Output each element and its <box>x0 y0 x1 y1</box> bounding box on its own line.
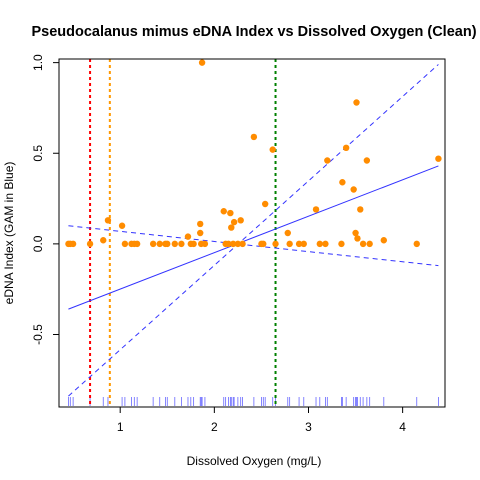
data-point-57 <box>360 241 366 247</box>
data-point-7 <box>122 241 128 247</box>
data-point-14 <box>164 241 170 247</box>
plot-frame <box>59 59 445 407</box>
x-tick-label-2: 3 <box>305 420 312 434</box>
data-point-34 <box>239 241 245 247</box>
data-point-4 <box>100 237 106 243</box>
data-point-39 <box>270 146 276 152</box>
data-point-11 <box>150 241 156 247</box>
data-point-25 <box>221 208 227 214</box>
data-point-41 <box>285 230 291 236</box>
data-point-42 <box>286 241 292 247</box>
data-point-12 <box>157 241 163 247</box>
data-point-31 <box>231 219 237 225</box>
y-tick-label-1: 0.0 <box>31 235 45 252</box>
y-tick-label-3: 1.0 <box>31 54 45 71</box>
data-point-55 <box>354 235 360 241</box>
data-point-51 <box>343 145 349 151</box>
data-point-62 <box>435 155 441 161</box>
x-tick-label-1: 2 <box>211 420 218 434</box>
data-point-19 <box>190 241 196 247</box>
data-point-52 <box>350 186 356 192</box>
data-point-28 <box>227 210 233 216</box>
y-axis: -0.5 0.0 0.5 1.0 <box>31 54 59 345</box>
data-point-21 <box>197 221 203 227</box>
x-tick-label-3: 4 <box>399 420 406 434</box>
data-point-54 <box>353 99 359 105</box>
data-point-24 <box>202 241 208 247</box>
data-point-2 <box>70 241 76 247</box>
data-point-10 <box>134 241 140 247</box>
data-point-20 <box>197 230 203 236</box>
data-point-46 <box>317 241 323 247</box>
data-point-50 <box>339 179 345 185</box>
data-point-61 <box>414 241 420 247</box>
data-point-6 <box>119 223 125 229</box>
x-axis-label: Dissolved Oxygen (mg/L) <box>187 454 322 468</box>
ci-lower-line <box>68 64 438 396</box>
y-tick-label-0: -0.5 <box>31 324 45 345</box>
data-point-38 <box>262 201 268 207</box>
data-point-49 <box>338 241 344 247</box>
data-point-33 <box>238 217 244 223</box>
data-point-35 <box>251 134 257 140</box>
chart-title: Pseudocalanus mimus eDNA Index vs Dissol… <box>31 24 476 40</box>
data-point-48 <box>324 157 330 163</box>
data-point-47 <box>322 241 328 247</box>
y-axis-label: eDNA Index (GAM in Blue) <box>2 162 16 305</box>
data-point-44 <box>301 241 307 247</box>
data-point-5 <box>105 217 111 223</box>
data-point-29 <box>228 224 234 230</box>
x-axis: 1 2 3 4 <box>117 407 406 434</box>
data-point-40 <box>272 241 278 247</box>
data-point-37 <box>260 241 266 247</box>
plot-area <box>65 59 441 407</box>
x-tick-label-0: 1 <box>117 420 124 434</box>
data-point-17 <box>185 233 191 239</box>
plot-content <box>65 59 441 407</box>
data-point-23 <box>199 59 205 65</box>
data-point-58 <box>364 157 370 163</box>
y-tick-label-2: 0.5 <box>31 145 45 162</box>
data-point-56 <box>357 206 363 212</box>
data-point-45 <box>313 206 319 212</box>
data-point-3 <box>87 241 93 247</box>
data-point-15 <box>172 241 178 247</box>
data-point-53 <box>352 230 358 236</box>
data-point-16 <box>178 241 184 247</box>
data-point-60 <box>381 237 387 243</box>
data-point-59 <box>366 241 372 247</box>
